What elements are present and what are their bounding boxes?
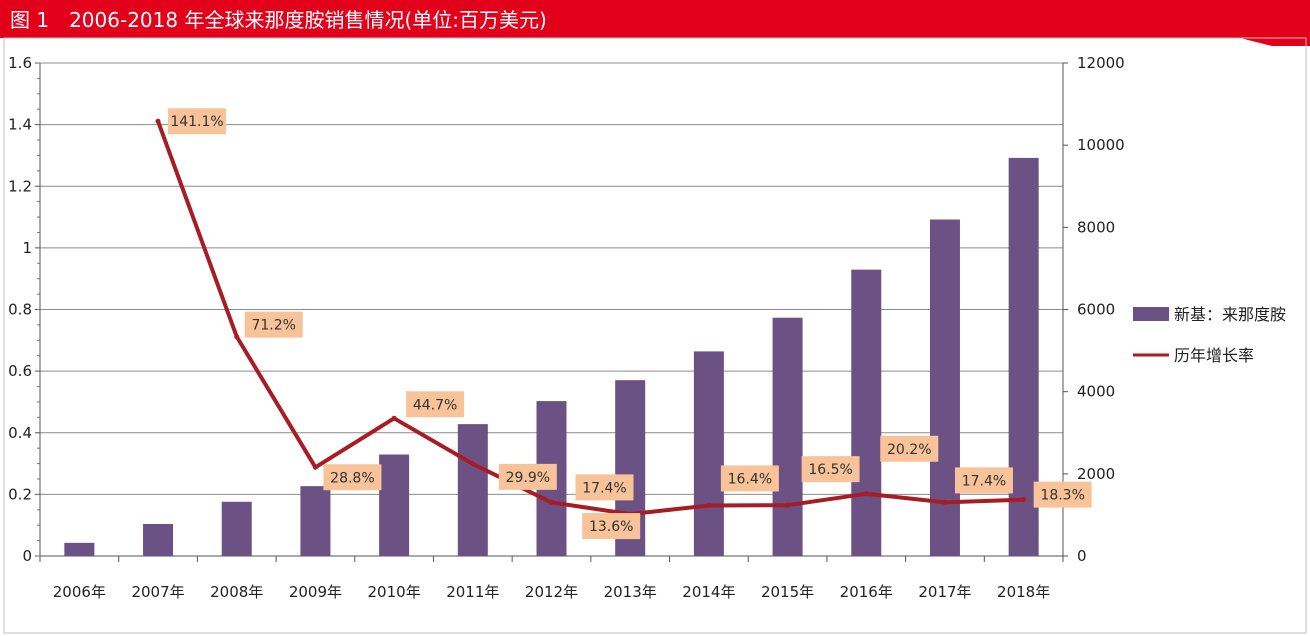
data-label-box — [406, 391, 465, 418]
left-axis-tick-label: 0 — [22, 547, 32, 565]
bar — [457, 424, 488, 556]
right-axis-tick-label: 0 — [1077, 547, 1087, 565]
left-axis-tick-label: 1.2 — [8, 177, 32, 195]
growth-rate-point — [1021, 497, 1027, 503]
legend-swatch-bar — [1133, 307, 1169, 321]
left-axis-tick-label: 0.4 — [8, 424, 32, 442]
data-label: 17.4% — [962, 473, 1006, 489]
data-label: 28.8% — [330, 470, 374, 486]
x-axis-tick-label: 2010年 — [368, 583, 421, 601]
x-axis-tick-label: 2007年 — [131, 583, 184, 601]
growth-rate-point — [785, 502, 791, 508]
x-axis-tick-label: 2016年 — [840, 583, 893, 601]
data-label: 16.5% — [808, 462, 852, 478]
data-label: 44.7% — [413, 397, 457, 413]
right-axis-tick-label: 4000 — [1077, 383, 1115, 401]
bar — [693, 351, 724, 556]
left-axis-tick-label: 1.6 — [8, 54, 32, 72]
data-label: 13.6% — [589, 519, 633, 535]
data-label-box — [801, 456, 860, 483]
title-banner: 图 1 2006-2018 年全球来那度胺销售情况(单位:百万美元) — [0, 0, 1310, 46]
legend-label-line: 历年增长率 — [1174, 346, 1254, 365]
growth-rate-point — [549, 499, 554, 505]
bar — [64, 542, 95, 556]
bar — [929, 219, 960, 556]
bar — [300, 486, 331, 556]
right-axis-tick-label: 8000 — [1077, 218, 1115, 236]
line-series — [155, 118, 1027, 517]
bar — [379, 454, 410, 556]
x-axis-tick-label: 2008年 — [210, 583, 263, 601]
x-axis-tick-label: 2012年 — [525, 583, 578, 601]
gridlines — [40, 62, 1063, 495]
growth-rate-point — [942, 499, 948, 505]
growth-rate-point — [863, 491, 869, 497]
data-label: 17.4% — [582, 480, 626, 496]
axes: 0 0.2 0.4 0.6 0.8 1 1.2 1.4 1.6 0 2000 4000 6000 8000… — [8, 54, 1125, 601]
growth-rate-point — [155, 118, 161, 124]
bar — [143, 523, 174, 556]
data-label-box — [720, 465, 779, 492]
x-axis-tick-label: 2009年 — [289, 583, 342, 601]
data-label: 20.2% — [887, 442, 931, 458]
growth-rate-point — [312, 464, 318, 470]
x-axis-tick-label: 2015年 — [761, 583, 814, 601]
left-axis-tick-label: 0.6 — [8, 362, 32, 380]
title-banner-tab — [1240, 38, 1310, 46]
data-label-box — [880, 435, 939, 462]
right-axis-tick-label: 2000 — [1077, 465, 1115, 483]
left-axis-tick-label: 0.2 — [8, 485, 32, 503]
bar — [851, 269, 882, 556]
left-axis-tick-label: 1.4 — [8, 116, 32, 134]
growth-rate-line — [156, 120, 1024, 517]
data-label-box — [168, 108, 227, 135]
left-axis-tick-label: 1 — [22, 239, 32, 257]
right-axis-tick-label: 6000 — [1077, 301, 1115, 319]
data-label: 71.2% — [251, 318, 295, 334]
data-label-box — [244, 311, 303, 338]
x-axis-tick-label: 2006年 — [53, 583, 106, 601]
data-label: 16.4% — [728, 471, 772, 487]
growth-rate-point — [706, 502, 712, 508]
data-label-box — [323, 464, 382, 491]
data-label: 29.9% — [506, 470, 550, 486]
left-axis-tick-label: 0.8 — [8, 301, 32, 319]
legend-label-bar: 新基：来那度胺 — [1174, 305, 1286, 324]
data-label-box — [582, 513, 641, 540]
x-axis-tick-label: 2011年 — [446, 583, 499, 601]
plot-frame — [3, 37, 1307, 634]
growth-rate-point — [391, 415, 397, 421]
data-label-box — [1033, 481, 1092, 508]
right-axis-tick-label: 12000 — [1077, 54, 1125, 72]
x-axis-tick-label: 2014年 — [682, 583, 735, 601]
data-label-box — [498, 463, 557, 490]
data-label: 141.1% — [170, 114, 223, 130]
data-label-box — [954, 467, 1013, 494]
data-label: 18.3% — [1040, 488, 1084, 504]
title-banner-background — [0, 0, 1310, 38]
bar — [221, 501, 252, 556]
data-label-box — [575, 474, 634, 501]
data-labels: 141.1% 71.2% 28.8% 44.7% 29.9% 17.4% 13.6% 16.4… — [168, 108, 1092, 540]
chart-title: 图 1 2006-2018 年全球来那度胺销售情况(单位:百万美元) — [10, 8, 547, 32]
x-axis-tick-label: 2013年 — [604, 583, 657, 601]
bar — [772, 317, 803, 556]
growth-rate-point — [234, 334, 240, 340]
x-axis-tick-label: 2018年 — [997, 583, 1050, 601]
right-axis-tick-label: 10000 — [1077, 136, 1125, 154]
x-axis-tick-label: 2017年 — [918, 583, 971, 601]
growth-rate-point — [470, 461, 476, 467]
